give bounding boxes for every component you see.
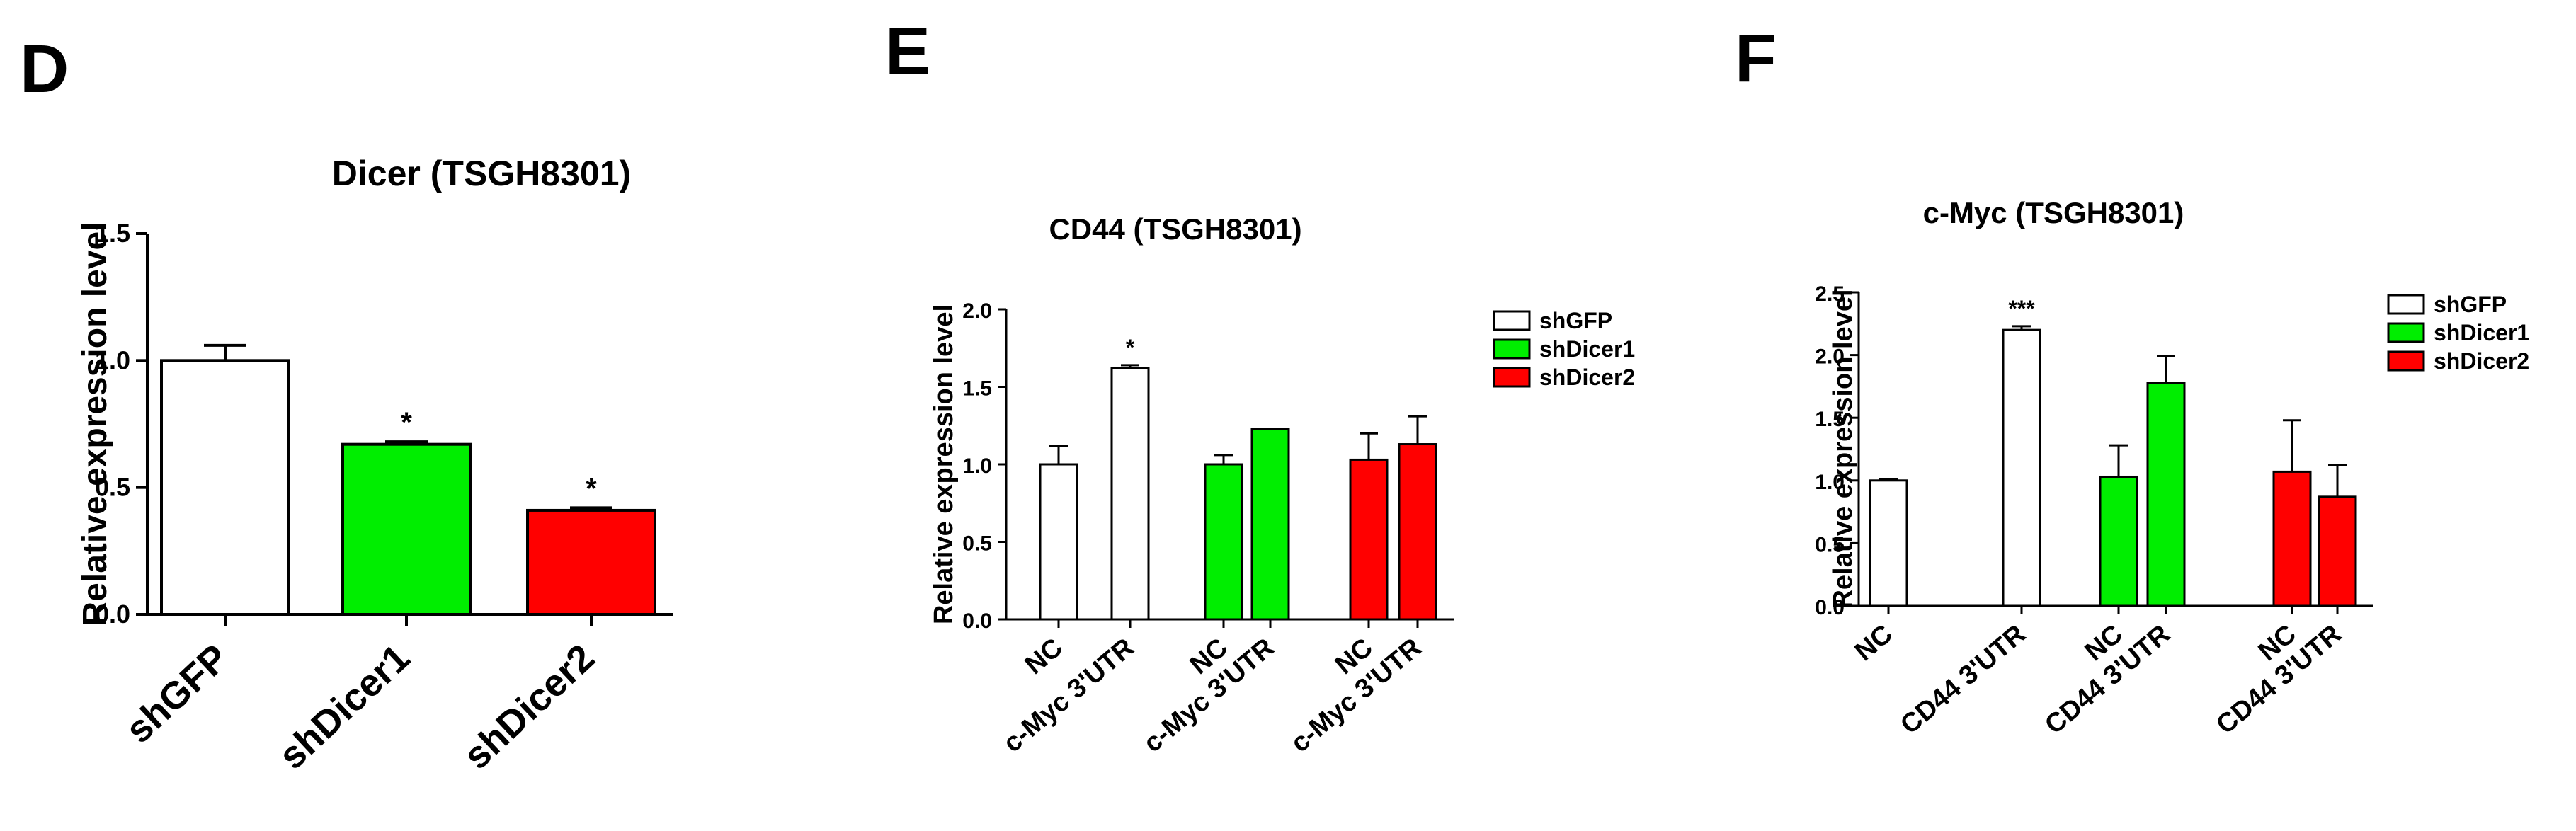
panel-letter-d: D bbox=[20, 31, 69, 107]
significance-marker: * bbox=[586, 473, 597, 504]
shgfp-bar-second bbox=[1110, 367, 1150, 621]
y-axis-label: Relative expression level bbox=[1828, 289, 1858, 609]
significance-marker: *** bbox=[2008, 296, 2035, 321]
significance-marker: * bbox=[1126, 335, 1135, 360]
y-tick-label: 1.0 bbox=[95, 345, 130, 374]
y-tick-label: 2.5 bbox=[1815, 282, 1845, 306]
x-tick-label: shDicer2 bbox=[455, 636, 603, 777]
shgfp-bar-second bbox=[2002, 328, 2041, 607]
chart-dicer: Dicer (TSGH8301) Relative expression leve… bbox=[76, 154, 673, 777]
panel-letter-e: E bbox=[885, 13, 930, 89]
shdicer2-bar-fifth bbox=[2272, 470, 2312, 607]
chart-title: CD44 (TSGH8301) bbox=[1049, 212, 1301, 246]
shdicer2-bar-sixth bbox=[2318, 495, 2357, 607]
y-tick-label: 2.0 bbox=[962, 299, 992, 323]
shdicer2-bar-fifth bbox=[1349, 458, 1389, 621]
shdicer1-bar-third bbox=[2099, 475, 2138, 607]
y-tick-label: 1.0 bbox=[1815, 471, 1845, 494]
y-tick-label: 0.5 bbox=[962, 532, 992, 556]
shgfp-bar bbox=[160, 359, 290, 616]
legend-shdicer1-label: shDicer1 bbox=[2434, 320, 2529, 345]
shdicer2-bar-sixth bbox=[1398, 443, 1437, 621]
y-tick-label: 2.0 bbox=[1815, 345, 1845, 369]
shdicer1-bar-third bbox=[1204, 463, 1243, 621]
x-tick-label: shGFP bbox=[118, 636, 236, 752]
legend-shgfp-swatch bbox=[2387, 294, 2425, 315]
x-tick-label: shDicer1 bbox=[270, 636, 418, 777]
legend-cmyc: shGFP shDicer1 shDicer2 bbox=[2387, 292, 2529, 374]
legend-shdicer2-label: shDicer2 bbox=[2434, 348, 2529, 374]
x-tick-label: c-Myc 3'UTR bbox=[998, 633, 1140, 759]
legend-shdicer1-label: shDicer1 bbox=[1539, 336, 1635, 362]
legend-shgfp-swatch bbox=[1493, 310, 1531, 331]
chart-title: Dicer (TSGH8301) bbox=[332, 154, 631, 193]
shdicer1-bar-fourth bbox=[1250, 428, 1290, 621]
x-tick-label: CD44 3'UTR bbox=[1895, 619, 2031, 740]
shgfp-bar-first bbox=[1869, 479, 1908, 607]
legend-shdicer1-swatch bbox=[2387, 322, 2425, 343]
y-axis-label: Relative expression level bbox=[929, 304, 959, 624]
x-tick-label: NC bbox=[1020, 633, 1068, 680]
shdicer1-bar-fourth bbox=[2146, 382, 2186, 607]
y-axis-label: Relative expression level bbox=[76, 222, 114, 626]
x-tick-label: NC bbox=[1850, 619, 1898, 667]
shgfp-bar-first bbox=[1039, 463, 1078, 621]
shdicer1-bar bbox=[341, 442, 472, 617]
legend-shgfp-label: shGFP bbox=[1539, 308, 1612, 333]
chart-title: c-Myc (TSGH8301) bbox=[1923, 196, 2184, 229]
significance-marker: * bbox=[401, 407, 412, 438]
chart-cmyc: c-Myc (TSGH8301) Relative expression leve… bbox=[1815, 196, 2373, 740]
legend-shdicer2-swatch bbox=[2387, 350, 2425, 372]
y-tick-label: 1.0 bbox=[962, 454, 992, 478]
y-tick-label: 0.5 bbox=[95, 473, 130, 502]
y-tick-label: 0.5 bbox=[1815, 533, 1845, 556]
legend-shdicer1-swatch bbox=[1493, 338, 1531, 360]
y-tick-label: 0.0 bbox=[1815, 596, 1845, 619]
y-tick-label: 1.5 bbox=[962, 377, 992, 401]
panel-letter-f: F bbox=[1735, 21, 1777, 96]
chart-cd44: CD44 (TSGH8301) Relative expression level… bbox=[929, 212, 1454, 759]
legend-shgfp-label: shGFP bbox=[2434, 292, 2507, 317]
legend-shdicer2-swatch bbox=[1493, 367, 1531, 388]
y-tick-label: 0.0 bbox=[962, 609, 992, 633]
shdicer2-bar bbox=[526, 508, 656, 616]
y-tick-label: 0.0 bbox=[95, 600, 130, 629]
y-tick-label: 1.5 bbox=[1815, 408, 1845, 431]
legend-cd44: shGFP shDicer1 shDicer2 bbox=[1493, 308, 1635, 390]
legend-shdicer2-label: shDicer2 bbox=[1539, 365, 1635, 390]
y-tick-label: 1.5 bbox=[95, 219, 130, 248]
